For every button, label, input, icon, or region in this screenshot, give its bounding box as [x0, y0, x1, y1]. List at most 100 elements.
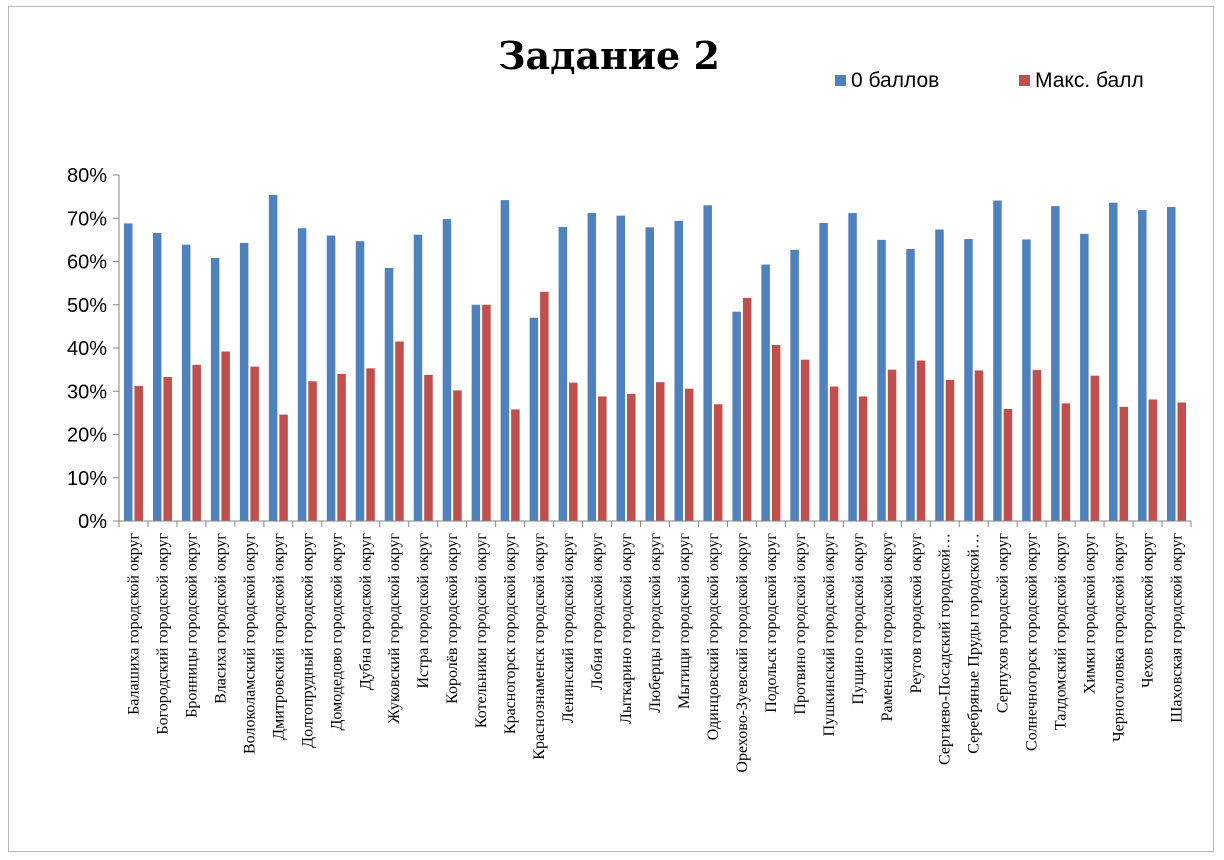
bar-zero-points: [442, 219, 452, 522]
x-tick-label: Люберцы городской округ: [647, 533, 664, 713]
x-tick-label: Волоколамский городской округ: [241, 533, 258, 754]
bar-zero-points: [268, 194, 278, 521]
bar-max-score: [337, 373, 346, 521]
y-tick-label: 0%: [78, 511, 107, 533]
x-tick-label: Пущино городской округ: [850, 533, 867, 705]
bar-zero-points: [674, 220, 683, 521]
x-tick-label: Королёв городской округ: [444, 533, 461, 704]
x-tick-label: Реутов городской округ: [908, 533, 925, 694]
bar-max-score: [1119, 406, 1129, 521]
x-tick-label: Шаховская городской округ: [1169, 533, 1186, 723]
bar-max-score: [1090, 375, 1100, 521]
bar-zero-points: [964, 239, 973, 521]
bar-zero-points: [761, 264, 770, 521]
bar-zero-points: [848, 213, 857, 521]
x-tick-label: Черноголовка городской округ: [1111, 533, 1128, 742]
bar-max-score: [771, 344, 781, 521]
bar-zero-points: [355, 241, 365, 522]
x-tick-label: Одинцовский городской округ: [705, 533, 722, 741]
x-tick-label: Дубна городской округ: [357, 533, 374, 691]
bar-max-score: [916, 360, 926, 521]
bar-max-score: [1148, 399, 1158, 521]
bar-max-score: [163, 376, 172, 521]
bar-zero-points: [210, 258, 220, 521]
chart-frame: Задание 2 0 баллов Макс. балл 0% 10% 20% 30%…: [8, 6, 1214, 852]
bar-max-score: [1003, 408, 1013, 521]
x-tick-label: Балашиха городской округ: [125, 533, 142, 715]
bar-zero-points: [1138, 210, 1147, 521]
x-tick-label: Истра городской округ: [415, 533, 432, 689]
bar-max-score: [540, 291, 549, 521]
x-tick-label: Дмитровский городской округ: [270, 533, 287, 740]
bar-max-score: [656, 382, 665, 521]
bar-zero-points: [645, 227, 654, 521]
bar-zero-points: [297, 228, 307, 521]
bar-zero-points: [1109, 202, 1118, 521]
bar-zero-points: [732, 311, 741, 521]
bars: [123, 194, 1187, 522]
x-tick-label: Долгопрудный городской округ: [299, 533, 316, 748]
y-tick-label: 10%: [67, 468, 107, 490]
bar-max-score: [1177, 402, 1187, 521]
x-tick-label: Богородский городской округ: [154, 533, 171, 735]
bar-zero-points: [877, 239, 886, 521]
x-tick-label: Химки городской округ: [1082, 533, 1099, 695]
bar-max-score: [569, 382, 578, 521]
legend-label: Макс. балл: [1035, 69, 1144, 92]
bar-zero-points: [1051, 206, 1060, 521]
bar-zero-points: [1022, 239, 1031, 521]
bar-zero-points: [790, 249, 799, 521]
legend-swatch: [1019, 75, 1030, 86]
x-tick-label: Чехов городской округ: [1140, 533, 1157, 688]
bar-max-score: [858, 396, 868, 521]
bar-zero-points: [384, 267, 394, 521]
bar-max-score: [713, 404, 723, 521]
y-tick-label: 80%: [67, 165, 107, 187]
x-tick-label: Бронницы городской округ: [183, 533, 200, 718]
bar-chart: Задание 2 0 баллов Макс. балл 0% 10% 20% 30%…: [67, 33, 1192, 773]
bar-max-score: [1061, 403, 1071, 521]
x-tick-label: Мытищи городской округ: [676, 533, 693, 709]
bar-max-score: [424, 374, 433, 521]
x-tick-label: Сергиево-Посадский городской…: [937, 533, 954, 765]
y-tick-label: 30%: [67, 381, 107, 403]
y-axis: 0% 10% 20% 30% 40% 50% 60% 70% 80%: [67, 165, 120, 533]
x-tick-label: Жуковский городской округ: [386, 533, 403, 724]
chart-title: Задание 2: [498, 33, 720, 78]
bar-zero-points: [529, 317, 539, 521]
bar-zero-points: [413, 234, 423, 521]
x-tick-label: Котельники городской округ: [473, 533, 490, 729]
bar-max-score: [395, 341, 404, 521]
x-tick-label: Домодедово городской округ: [328, 533, 345, 731]
x-tick-label: Протвино городской округ: [792, 533, 809, 715]
bar-max-score: [308, 381, 317, 521]
x-tick-label: Красногорск городской округ: [502, 533, 519, 735]
bar-max-score: [250, 366, 259, 521]
x-axis: Балашиха городской округ Богородский горо…: [118, 520, 1192, 773]
bar-max-score: [221, 351, 230, 521]
legend-label: 0 баллов: [851, 69, 939, 92]
bar-max-score: [800, 359, 810, 521]
bar-max-score: [684, 388, 694, 521]
bar-zero-points: [906, 248, 915, 521]
bar-zero-points: [703, 205, 712, 521]
bar-max-score: [511, 409, 520, 521]
x-tick-label: Серпухов городской округ: [995, 533, 1012, 714]
x-tick-label: Солнечногорск городской округ: [1024, 533, 1041, 751]
bar-max-score: [453, 390, 462, 521]
x-tick-label: Пушкинский городской округ: [821, 533, 838, 737]
bar-zero-points: [123, 223, 133, 521]
bar-max-score: [279, 414, 288, 521]
y-tick-label: 60%: [67, 252, 107, 274]
x-tick-label: Подольск городской округ: [763, 533, 780, 713]
bar-max-score: [627, 393, 636, 521]
bar-max-score: [887, 369, 897, 521]
bar-zero-points: [1080, 233, 1089, 521]
bar-zero-points: [239, 242, 249, 521]
x-tick-label: Серебряные Пруды городской…: [966, 533, 983, 754]
bar-zero-points: [181, 244, 191, 521]
bar-zero-points: [587, 213, 597, 521]
legend: 0 баллов Макс. балл: [835, 69, 1144, 92]
bar-zero-points: [819, 223, 828, 521]
bar-max-score: [945, 380, 955, 521]
